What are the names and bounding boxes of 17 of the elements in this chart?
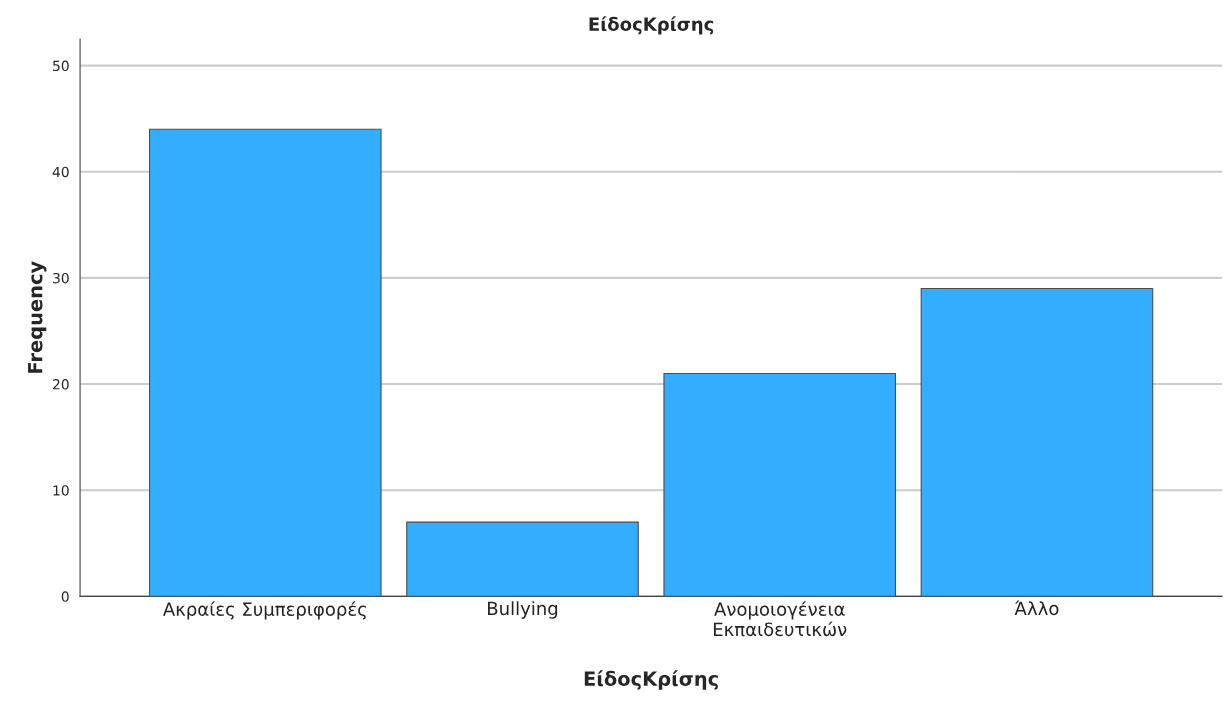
- chart-title: ΕίδοςΚρίσης: [589, 16, 714, 35]
- x-tick-label: Άλλο: [1014, 600, 1059, 616]
- y-tick-label: 30: [53, 272, 69, 284]
- x-tick-label: Ακραίες Συμπεριφορές: [162, 601, 366, 620]
- y-tick-label: 20: [53, 379, 69, 390]
- y-tick-label: 0: [61, 591, 69, 602]
- y-axis-title: Frequency: [28, 261, 47, 373]
- y-tick-label: 10: [53, 485, 69, 496]
- x-axis-title: ΕίδοςΚρίσης: [584, 670, 718, 690]
- x-tick-label: Ανομοιογένεια Εκπαιδευτικών: [713, 601, 847, 637]
- bar: [920, 287, 1154, 597]
- y-tick-label: 40: [52, 166, 69, 178]
- x-tick-label: Bullying: [488, 601, 558, 619]
- bar: [148, 128, 382, 597]
- bar: [406, 521, 639, 597]
- y-tick-label: 50: [53, 60, 69, 72]
- bar: [663, 372, 897, 597]
